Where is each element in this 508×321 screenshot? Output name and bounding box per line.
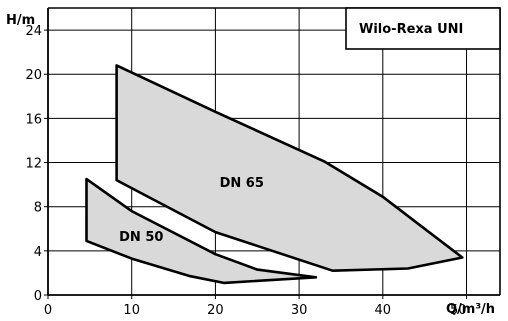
chart-title-box [345, 7, 501, 50]
y-tick-label: 8 [34, 201, 42, 216]
x-tick-label: 50 [450, 303, 467, 318]
x-axis-title: Q/m³/h [446, 302, 495, 317]
y-tick-label: 12 [25, 157, 42, 172]
x-tick-label: 0 [44, 303, 52, 318]
region-label-dn-65: DN 65 [220, 176, 264, 191]
x-axis-ticks: 0 10 20 30 40 50 [44, 295, 468, 318]
y-axis-ticks: 0 4 8 12 16 20 24 [25, 24, 48, 304]
chart-regions [85, 64, 464, 285]
x-tick-label: 20 [207, 303, 224, 318]
chart-title: Wilo-Rexa UNI [359, 22, 463, 37]
y-tick-label: 4 [34, 245, 42, 260]
y-tick-label: 0 [34, 289, 42, 304]
region-dn-50 [85, 177, 318, 285]
y-tick-label: 20 [25, 68, 42, 83]
x-tick-label: 40 [375, 303, 392, 318]
chart-region-labels: DN 65 DN 50 [119, 176, 264, 245]
y-axis-title: H/m [6, 13, 35, 28]
y-tick-label: 24 [25, 24, 42, 39]
region-label-dn-50: DN 50 [119, 230, 163, 245]
y-tick-label: 16 [25, 112, 42, 127]
x-tick-label: 10 [123, 303, 140, 318]
x-tick-label: 30 [291, 303, 308, 318]
region-dn-65 [115, 64, 464, 273]
